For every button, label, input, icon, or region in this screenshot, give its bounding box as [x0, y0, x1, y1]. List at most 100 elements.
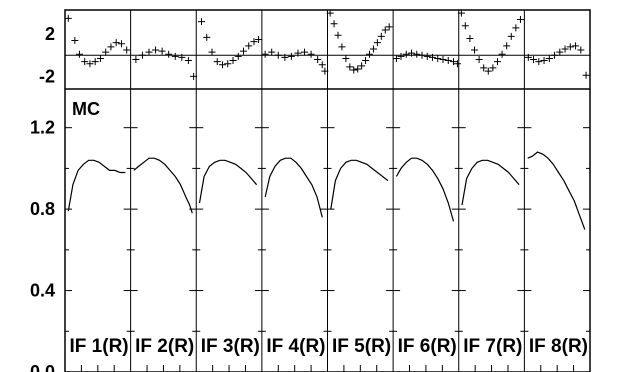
residual-point	[301, 48, 309, 56]
bandpass-curve	[395, 157, 455, 222]
residual-point	[75, 50, 83, 58]
residual-point	[397, 52, 405, 60]
residual-point	[261, 50, 269, 58]
residual-point	[503, 42, 511, 50]
residual-point	[208, 48, 216, 56]
residual-point	[145, 48, 153, 56]
residual-point	[86, 60, 94, 68]
bandpass-curve	[198, 159, 258, 204]
residual-point	[198, 18, 205, 26]
residual-point	[362, 57, 370, 65]
residual-point	[453, 60, 461, 68]
residual-point	[489, 64, 497, 72]
residual-point	[566, 43, 574, 51]
residual-point	[444, 57, 452, 65]
residual-point	[498, 50, 506, 58]
bandpass-curve	[330, 159, 389, 210]
residual-point	[240, 47, 247, 55]
residual-point	[307, 50, 315, 58]
panel-label: IF 1(R)	[70, 336, 129, 357]
residual-point	[330, 20, 338, 28]
residual-point	[190, 72, 198, 80]
top-y-tick-label: 2	[45, 24, 55, 44]
residual-point	[342, 54, 350, 62]
bottom-y-tick-label: 0.0	[30, 362, 55, 372]
residual-point	[392, 54, 400, 62]
residual-point	[561, 45, 569, 53]
residual-point	[373, 39, 381, 47]
bandpass-curve	[264, 157, 323, 218]
residual-point	[471, 46, 478, 54]
residual-point	[287, 52, 295, 60]
residual-point	[577, 46, 585, 54]
residual-point	[64, 14, 72, 22]
residual-point	[457, 9, 465, 17]
residual-point	[255, 35, 263, 43]
residual-point	[346, 63, 354, 71]
residual-point	[413, 50, 421, 58]
bandpass-curve	[67, 159, 126, 212]
residual-point	[117, 40, 125, 48]
residual-point	[366, 50, 373, 58]
residual-point	[219, 61, 226, 69]
residual-point	[112, 39, 120, 47]
residual-point	[274, 51, 282, 59]
residual-point	[171, 52, 179, 60]
residual-point	[294, 49, 302, 57]
mc-annotation: MC	[72, 99, 100, 119]
residual-point	[369, 45, 377, 53]
residual-point	[184, 57, 192, 65]
residual-point	[321, 67, 329, 75]
residual-point	[96, 54, 104, 62]
residual-point	[535, 58, 543, 66]
panel-label: IF 3(R)	[201, 336, 260, 357]
residual-point	[466, 34, 474, 42]
residual-point	[512, 24, 520, 32]
residual-point	[314, 56, 322, 64]
residual-point	[281, 53, 289, 61]
residual-point	[484, 67, 492, 75]
residual-point	[507, 32, 515, 40]
residual-point	[377, 32, 385, 40]
residual-point	[138, 51, 146, 59]
residual-point	[229, 57, 237, 65]
residual-point	[475, 56, 483, 64]
residual-point	[250, 38, 258, 46]
panel-label: IF 2(R)	[135, 336, 194, 357]
panel-label: IF 7(R)	[463, 336, 522, 357]
residual-point	[152, 46, 160, 54]
bottom-y-tick-label: 1.2	[30, 118, 55, 138]
residual-point	[326, 9, 334, 17]
residual-point	[71, 37, 79, 45]
residual-point	[234, 52, 242, 60]
residual-point	[358, 62, 366, 70]
residual-point	[524, 53, 532, 61]
residual-point	[385, 23, 393, 31]
residual-point	[402, 50, 410, 58]
residual-point	[203, 33, 211, 41]
residual-point	[461, 22, 469, 30]
panel-label: IF 5(R)	[332, 336, 391, 357]
residual-point	[268, 48, 276, 56]
residual-point	[556, 48, 564, 56]
bottom-y-tick-label: 0.8	[30, 199, 55, 219]
bandpass-curve	[133, 157, 193, 214]
residual-point	[107, 43, 115, 51]
bottom-y-tick-label: 0.4	[30, 281, 55, 301]
panel-label: IF 4(R)	[266, 336, 325, 357]
residual-point	[530, 56, 538, 64]
residual-point	[224, 60, 232, 68]
residual-point	[245, 42, 253, 50]
residual-point	[516, 15, 524, 23]
residual-point	[123, 46, 131, 54]
residual-point	[480, 64, 488, 72]
residual-point	[418, 51, 426, 59]
residual-point	[423, 52, 431, 60]
residual-point	[582, 71, 590, 79]
residual-point	[350, 66, 358, 74]
residual-point	[91, 58, 99, 66]
panel-label: IF 6(R)	[398, 336, 457, 357]
panel-label: IF 8(R)	[529, 336, 588, 357]
residual-point	[439, 56, 447, 64]
